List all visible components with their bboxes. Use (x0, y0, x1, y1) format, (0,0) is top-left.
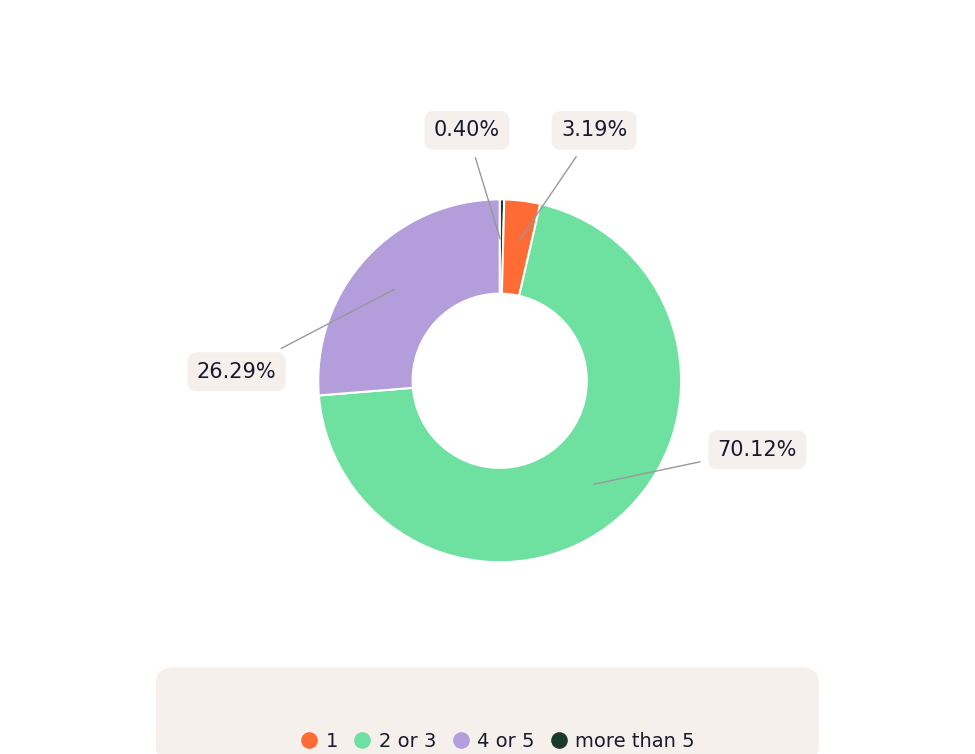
Wedge shape (318, 199, 499, 395)
Legend: 1, 2 or 3, 4 or 5, more than 5: 1, 2 or 3, 4 or 5, more than 5 (292, 720, 707, 754)
Wedge shape (319, 204, 682, 562)
Wedge shape (502, 199, 540, 296)
Text: 0.40%: 0.40% (434, 121, 500, 239)
Text: 3.19%: 3.19% (520, 121, 627, 241)
Text: 26.29%: 26.29% (197, 290, 395, 382)
Wedge shape (499, 199, 504, 294)
Text: 70.12%: 70.12% (594, 440, 797, 484)
